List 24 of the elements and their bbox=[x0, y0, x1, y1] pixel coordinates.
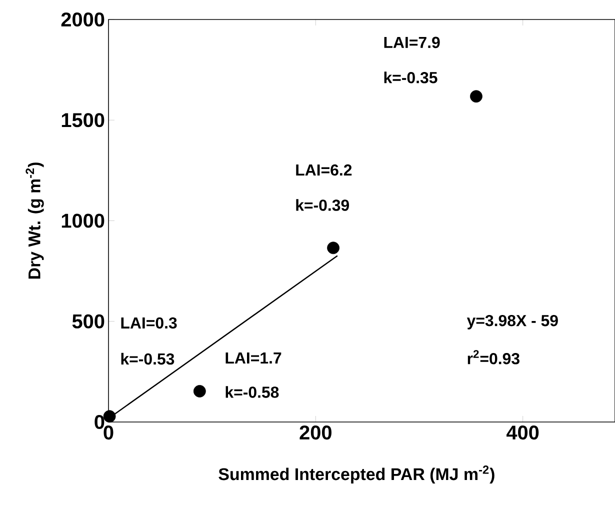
point bbox=[327, 242, 340, 254]
y-tick-label: 0 bbox=[94, 414, 104, 430]
y-tick-label: 1000 bbox=[62, 214, 104, 228]
x-tick-label: 200 bbox=[300, 426, 332, 440]
annotation: k=-0.58 bbox=[226, 386, 279, 398]
annotation: k=-0.35 bbox=[384, 72, 438, 84]
y-tick-label: 500 bbox=[72, 314, 104, 328]
y-tick-label: 1500 bbox=[62, 113, 104, 128]
annotation: k=-0.53 bbox=[121, 352, 174, 365]
point bbox=[470, 90, 482, 103]
annotation: LAI=1.7 bbox=[226, 352, 282, 364]
annotation: LAI=7.9 bbox=[384, 36, 440, 48]
y-axis-title: Dry Wt. (g m$^{-2}$) bbox=[26, 162, 44, 279]
annotation: r$^{2}$=0.93 bbox=[468, 350, 520, 364]
annotation: LAI=6.2 bbox=[296, 164, 352, 176]
annotation: k=-0.39 bbox=[296, 199, 349, 211]
x-tick-label: 400 bbox=[506, 426, 539, 440]
x-axis-title: Summed Intercepted PAR (MJ m$^{-2}$) bbox=[218, 466, 494, 484]
annotation: y=3.98X - 59 bbox=[466, 314, 558, 330]
x-tick-label: 0 bbox=[104, 426, 114, 440]
point bbox=[103, 410, 116, 423]
annotation: LAI=0.3 bbox=[121, 317, 177, 329]
y-tick-label: 2000 bbox=[61, 12, 104, 27]
point bbox=[193, 384, 206, 398]
